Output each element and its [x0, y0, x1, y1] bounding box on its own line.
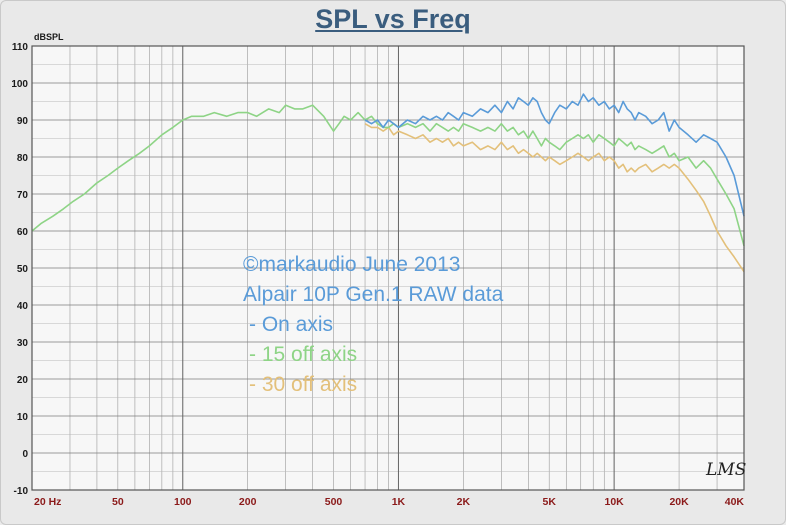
- series-line-15-off-axis: [31, 104, 745, 247]
- y-axis-label: dBSPL: [34, 32, 64, 42]
- x-tick-label: 1K: [392, 496, 406, 508]
- y-tick-label: 60: [17, 227, 29, 238]
- x-tick-label: 20K: [669, 496, 689, 508]
- series-line-on-axis: [364, 93, 745, 217]
- x-tick-label: 50: [112, 496, 124, 508]
- y-tick-label: -10: [14, 486, 29, 497]
- series-layer: [31, 93, 745, 273]
- y-tick-label: 50: [17, 264, 29, 275]
- chart-title: SPL vs Freq: [315, 4, 471, 34]
- x-tick-label: 200: [239, 496, 257, 508]
- legend-30-off-axis: - 30 off axis: [249, 373, 358, 396]
- legend-15-off-axis: - 15 off axis: [249, 343, 358, 366]
- y-tick-label: 10: [17, 412, 29, 423]
- y-tick-label: 80: [17, 153, 29, 164]
- x-tick-label: 10K: [605, 496, 625, 508]
- y-tick-label: 100: [11, 79, 28, 90]
- copyright-note: ©markaudio June 2013: [243, 253, 461, 276]
- y-tick-label: 110: [12, 42, 29, 53]
- x-tick-label: 40K: [725, 496, 745, 508]
- x-tick-label: 5K: [542, 496, 556, 508]
- y-tick-label: 20: [17, 375, 29, 386]
- chart-annotations: ©markaudio June 2013 Alpair 10P Gen.1 RA…: [243, 250, 503, 400]
- y-tick-label: 40: [17, 301, 29, 312]
- lms-logo: LMS: [706, 460, 747, 480]
- x-tick-label: 2K: [457, 496, 471, 508]
- y-tick-label: 30: [17, 338, 29, 349]
- y-tick-label: 90: [17, 116, 29, 127]
- y-tick-label: 70: [17, 190, 29, 201]
- x-tick-label: 100: [174, 496, 192, 508]
- x-tick-label: 500: [325, 496, 343, 508]
- x-tick-label: 20 Hz: [34, 496, 61, 508]
- x-tick-labels: 20 Hz 50 100 200 500 1K 2K 5K 10K 20K 40K: [34, 496, 744, 508]
- legend-on-axis: - On axis: [249, 313, 334, 336]
- series-line-30-off-axis: [364, 123, 745, 273]
- plot-border: [31, 45, 745, 491]
- model-note: Alpair 10P Gen.1 RAW data: [243, 283, 504, 306]
- y-tick-label: 0: [22, 449, 28, 460]
